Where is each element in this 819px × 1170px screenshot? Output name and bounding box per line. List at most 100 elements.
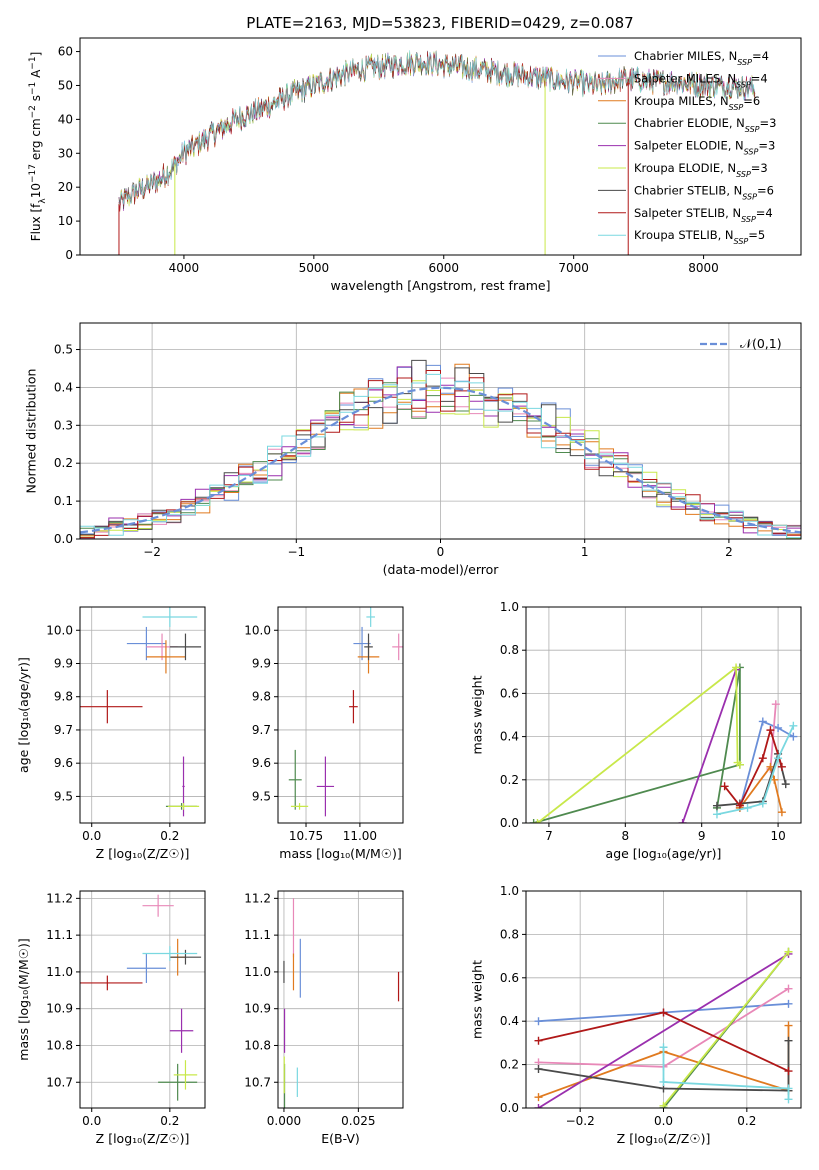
y-axis-label-part: Flux [f <box>29 203 43 241</box>
weight-line <box>538 1040 790 1092</box>
y-axis-label-part: λ <box>38 198 48 204</box>
weight-marker <box>766 726 775 735</box>
weight-marker <box>732 663 741 672</box>
y-axis-label-part: A <box>29 69 43 82</box>
panel-mass_vs_Z: 0.0 0.2 10.7 10.8 10.9 11.0 11.1 11.2 Z [log₁₀(Z… <box>16 890 206 1146</box>
y-tick-label: 10.9 <box>244 1002 271 1016</box>
x-tick-label: 5000 <box>299 261 330 275</box>
x-tick-label: 10 <box>770 829 785 843</box>
panel-mass_weight_vs_Z: −0.2 0.0 0.2 0.0 0.2 0.4 0.6 0.8 1.0 Z [log₁₀(Z/Z… <box>470 884 802 1146</box>
y-tick-label: 11.2 <box>46 891 73 905</box>
x-tick-label: 1 <box>581 545 589 559</box>
plot-area <box>529 663 798 823</box>
plot-area <box>288 607 403 817</box>
x-axis-label: Z [log₁₀(Z/Z☉)] <box>96 846 190 861</box>
legend-label: Salpeter ELODIE, NSSP=3 <box>634 139 775 157</box>
x-tick-label: −1 <box>287 545 305 559</box>
y-axis-label-part: 10 <box>29 183 43 198</box>
weight-marker <box>743 803 752 812</box>
spectrum-legend: Chabrier MILES, NSSP=4 Salpeter MILES, NS… <box>598 49 776 246</box>
legend-label: Kroupa ELODIE, NSSP=3 <box>634 161 768 179</box>
y-tick-label: 9.7 <box>54 723 73 737</box>
weight-marker <box>534 1093 543 1102</box>
plot-area <box>80 359 801 539</box>
y-tick-label: 0.8 <box>500 643 519 657</box>
legend-label: 𝒩(0,1) <box>740 336 782 351</box>
x-axis-label: Z [log₁₀(Z/Z☉)] <box>617 1131 711 1146</box>
weight-marker <box>534 1036 543 1045</box>
weight-marker <box>781 780 790 789</box>
y-tick-label: 10.0 <box>244 623 271 637</box>
y-tick-label: 9.9 <box>54 656 73 670</box>
x-tick-label: 7000 <box>558 261 589 275</box>
y-axis-label-part: erg cm <box>29 118 43 164</box>
x-tick-label: 0.2 <box>160 1114 179 1128</box>
y-tick-label: 0.3 <box>54 418 73 432</box>
weight-marker <box>784 1067 793 1076</box>
y-tick-label: 9.6 <box>54 756 73 770</box>
y-tick-label: 9.9 <box>252 656 271 670</box>
axes-frame <box>277 890 404 1109</box>
weight-line <box>533 667 741 823</box>
legend-label: Kroupa MILES, NSSP=6 <box>634 94 760 112</box>
x-tick-label: 0.0 <box>654 1114 673 1128</box>
legend-label: Salpeter MILES, NSSP=4 <box>634 71 768 89</box>
y-tick-label: 10.7 <box>46 1075 73 1089</box>
x-axis-label: E(B-V) <box>321 1131 360 1146</box>
y-axis-label: age [log₁₀(age/yr)] <box>16 657 31 773</box>
normal-curve <box>80 386 801 534</box>
panel-residual_hist: −2 −1 0 1 2 0.0 0.1 0.2 0.3 0.4 0.5 (data-model)/er… <box>24 322 802 577</box>
y-tick-label: 1.0 <box>500 600 519 614</box>
y-tick-label: 0.0 <box>500 816 519 830</box>
y-tick-label: 0.1 <box>54 494 73 508</box>
panel-age_vs_mass: 10.75 11.00 9.5 9.6 9.7 9.8 9.9 10.0 mass [log₁₀… <box>244 606 404 861</box>
legend-label: Chabrier STELIB, NSSP=6 <box>634 183 774 201</box>
y-axis-label-part: ] <box>29 52 43 57</box>
y-tick-label: 9.8 <box>54 690 73 704</box>
axes-frame <box>79 606 206 824</box>
panel-age_vs_Z: 0.0 0.2 9.5 9.6 9.7 9.8 9.9 10.0 Z [log₁₀(Z/Z☉)]… <box>16 606 206 861</box>
legend-label: Chabrier ELODIE, NSSP=3 <box>634 116 776 134</box>
y-tick-label: 0.5 <box>54 343 73 357</box>
x-tick-label: 0.000 <box>267 1114 301 1128</box>
legend-label: Chabrier MILES, NSSP=4 <box>634 49 769 67</box>
x-tick-label: 9 <box>698 829 706 843</box>
legend-label: Kroupa STELIB, NSSP=5 <box>634 228 765 246</box>
x-tick-label: 2 <box>725 545 733 559</box>
y-tick-label: 9.8 <box>252 690 271 704</box>
weight-marker <box>659 1043 668 1052</box>
weight-marker <box>789 732 798 741</box>
y-tick-label: 10.8 <box>46 1038 73 1052</box>
legend-label: Salpeter STELIB, NSSP=4 <box>634 206 773 224</box>
y-tick-label: 0.0 <box>54 532 73 546</box>
weight-marker <box>659 1077 668 1086</box>
y-tick-label: 0.4 <box>500 730 519 744</box>
weight-marker <box>784 1095 793 1104</box>
weight-line <box>662 951 790 1107</box>
axes-frame <box>277 606 404 824</box>
spectrum-line <box>118 50 756 206</box>
plot-area <box>118 50 756 255</box>
x-axis-label: Z [log₁₀(Z/Z☉)] <box>96 1131 190 1146</box>
axes-frame <box>79 37 802 256</box>
panel-mass_weight_vs_age: 7 8 9 10 0.0 0.2 0.4 0.6 0.8 1.0 age [log₁₀(age/yr… <box>470 600 802 861</box>
y-tick-label: 9.5 <box>54 789 73 803</box>
x-tick-label: 11.00 <box>343 829 377 843</box>
x-tick-label: 0 <box>437 545 445 559</box>
y-tick-label: 40 <box>58 112 73 126</box>
y-axis-label: mass [log₁₀(M/M☉)] <box>16 938 31 1060</box>
figure-title: PLATE=2163, MJD=53823, FIBERID=0429, z=0… <box>246 14 633 32</box>
x-tick-label: −0.2 <box>566 1114 595 1128</box>
x-axis-label: wavelength [Angstrom, rest frame] <box>330 278 550 293</box>
weight-marker <box>789 721 798 730</box>
y-tick-label: 11.0 <box>46 965 73 979</box>
plot-area <box>283 898 400 1108</box>
y-axis-label: Normed distribution <box>24 369 39 494</box>
hist-legend: 𝒩(0,1) <box>700 336 782 351</box>
x-axis-label: age [log₁₀(age/yr)] <box>606 846 722 861</box>
x-axis-label: (data-model)/error <box>383 562 500 577</box>
y-axis-label-part: −17 <box>28 164 38 183</box>
weight-marker <box>784 1036 793 1045</box>
y-axis-label-part: −1 <box>28 82 38 95</box>
weight-marker <box>777 808 786 817</box>
